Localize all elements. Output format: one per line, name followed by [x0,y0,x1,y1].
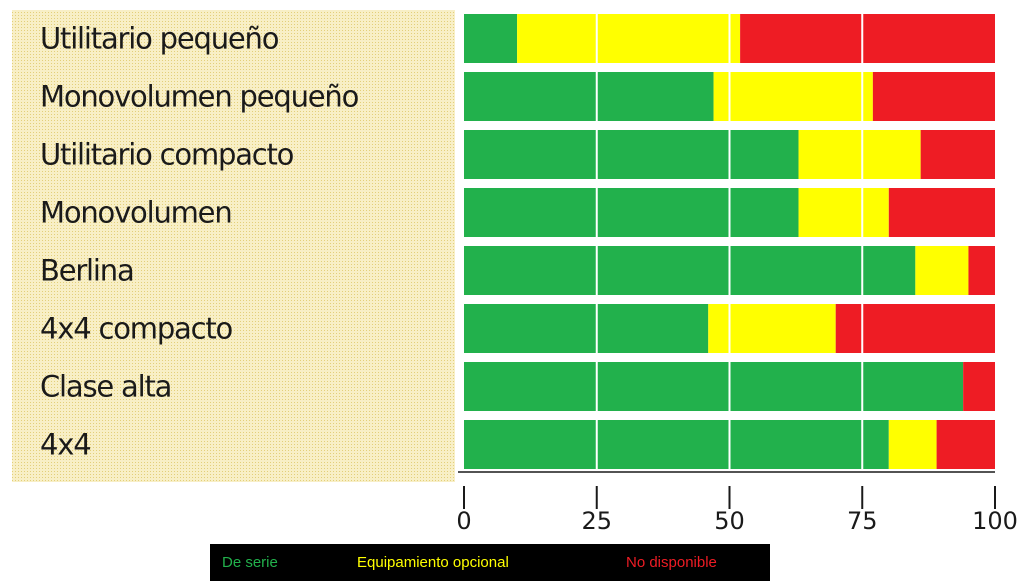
x-tick-label: 25 [581,507,612,535]
bar-segment [464,130,799,179]
category-label: Berlina [40,254,134,288]
label-panel [12,10,455,482]
bar-segment [713,72,873,121]
bar-segment [464,188,799,237]
bar-segment [835,304,995,353]
bar-segment [888,420,937,469]
bar-segment [464,246,916,295]
legend-entry: De serie [222,554,278,571]
legend-box [210,544,770,581]
bar-segment [464,420,889,469]
bar-segment [798,188,889,237]
bar-segment [872,72,995,121]
x-tick-label: 50 [714,507,745,535]
x-tick-label: 0 [456,507,471,535]
bar-segment [708,304,836,353]
legend-entry: No disponible [626,554,717,571]
bar-segment [740,14,995,63]
category-label: Clase alta [40,370,171,404]
category-label: Utilitario pequeño [40,22,279,56]
bar-segment [798,130,921,179]
bar-segment [888,188,995,237]
bar-segment [963,362,995,411]
bar-segment [936,420,995,469]
bar-segment [517,14,741,63]
bar-segment [968,246,995,295]
bar-segment [464,362,964,411]
bar-segment [464,304,709,353]
bar-segment [920,130,995,179]
category-label: 4x4 [40,428,90,462]
category-label: 4x4 compacto [40,312,233,346]
category-label: Monovolumen pequeño [40,80,359,114]
bar-segment [464,72,714,121]
x-tick-label: 100 [972,507,1018,535]
category-label: Utilitario compacto [40,138,294,172]
legend-entry: Equipamiento opcional [357,554,509,571]
bar-segment [915,246,969,295]
bar-segment [464,14,518,63]
x-tick-label: 75 [847,507,878,535]
category-label: Monovolumen [40,196,232,230]
